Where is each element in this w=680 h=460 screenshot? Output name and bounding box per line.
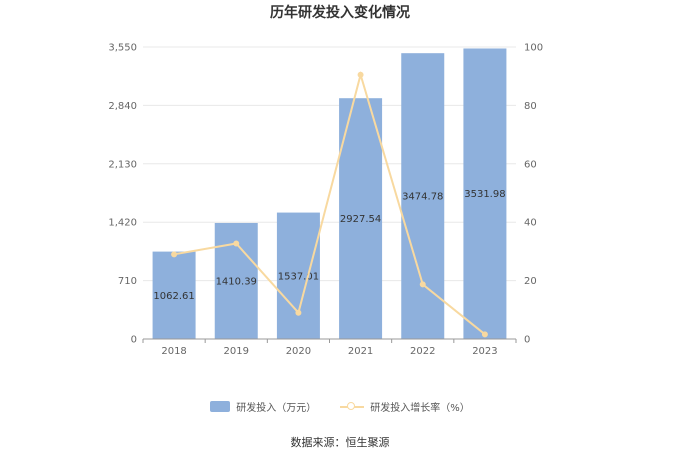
bar-value-label: 1537.01 xyxy=(278,271,319,282)
bar-2022[interactable] xyxy=(401,53,445,340)
x-axis: 2018 2019 2020 2021 2022 2023 xyxy=(142,338,517,357)
y-right-tick-label: 100 xyxy=(524,43,543,54)
chart-canvas: 0 710 1,420 2,130 2,840 3,550 0 20 40 60 80 100 10… xyxy=(108,43,543,358)
bar-value-label: 1410.39 xyxy=(216,276,257,287)
growth-line-series xyxy=(171,71,488,338)
x-tick-label: 2023 xyxy=(472,346,497,357)
y-right-tick-label: 20 xyxy=(524,276,537,287)
y-left-tick-label: 0 xyxy=(131,335,137,346)
y-axis-right: 0 20 40 60 80 100 xyxy=(524,43,543,346)
legend-item-growth-rate[interactable]: 研发投入增长率（%） xyxy=(340,399,470,414)
legend-label-growth-rate: 研发投入增长率（%） xyxy=(370,402,470,414)
y-left-tick-label: 710 xyxy=(118,276,137,287)
bar-2018[interactable] xyxy=(152,251,196,339)
growth-point-2020[interactable] xyxy=(295,309,302,316)
legend: 研发投入（万元） 研发投入增长率（%） xyxy=(0,397,680,415)
bar-series xyxy=(152,48,507,340)
x-tick-label: 2020 xyxy=(286,346,311,357)
x-tick-label: 2022 xyxy=(410,346,435,357)
y-right-tick-label: 60 xyxy=(524,159,537,170)
growth-point-2023[interactable] xyxy=(481,331,488,338)
growth-point-2019[interactable] xyxy=(233,240,240,247)
bar-value-label: 1062.61 xyxy=(153,291,194,302)
legend-swatch-line xyxy=(340,401,365,412)
legend-item-rd-spend[interactable]: 研发投入（万元） xyxy=(210,399,316,414)
bar-value-label: 3531.98 xyxy=(464,189,505,200)
growth-point-2018[interactable] xyxy=(171,251,178,258)
y-axis-left: 0 710 1,420 2,130 2,840 3,550 xyxy=(108,43,137,346)
y-right-tick-label: 80 xyxy=(524,101,537,112)
bar-value-label: 3474.78 xyxy=(402,192,443,203)
y-right-tick-label: 40 xyxy=(524,218,537,229)
y-left-tick-label: 1,420 xyxy=(108,218,137,229)
legend-swatch-bar xyxy=(210,400,231,412)
y-left-tick-label: 2,130 xyxy=(108,159,137,170)
x-tick-label: 2019 xyxy=(224,346,249,357)
chart-title: 历年研发投入变化情况 xyxy=(270,5,410,21)
y-right-tick-label: 0 xyxy=(524,335,530,346)
bar-2020[interactable] xyxy=(276,212,320,339)
legend-label-rd-spend: 研发投入（万元） xyxy=(236,402,317,414)
x-tick-label: 2018 xyxy=(161,346,186,357)
growth-point-2021[interactable] xyxy=(357,71,364,78)
x-tick-label: 2021 xyxy=(348,346,373,357)
bar-2021[interactable] xyxy=(339,98,383,339)
growth-point-2022[interactable] xyxy=(419,281,426,288)
data-source-note: 数据来源：恒生聚源 xyxy=(290,436,390,449)
bar-value-label: 2927.54 xyxy=(340,214,381,225)
y-left-tick-label: 2,840 xyxy=(108,101,137,112)
y-left-tick-label: 3,550 xyxy=(108,43,137,54)
growth-line xyxy=(173,71,486,336)
bar-data-labels: 1062.61 1410.39 1537.01 2927.54 3474.78 3531.… xyxy=(153,189,505,302)
bar-2023[interactable] xyxy=(463,48,507,339)
